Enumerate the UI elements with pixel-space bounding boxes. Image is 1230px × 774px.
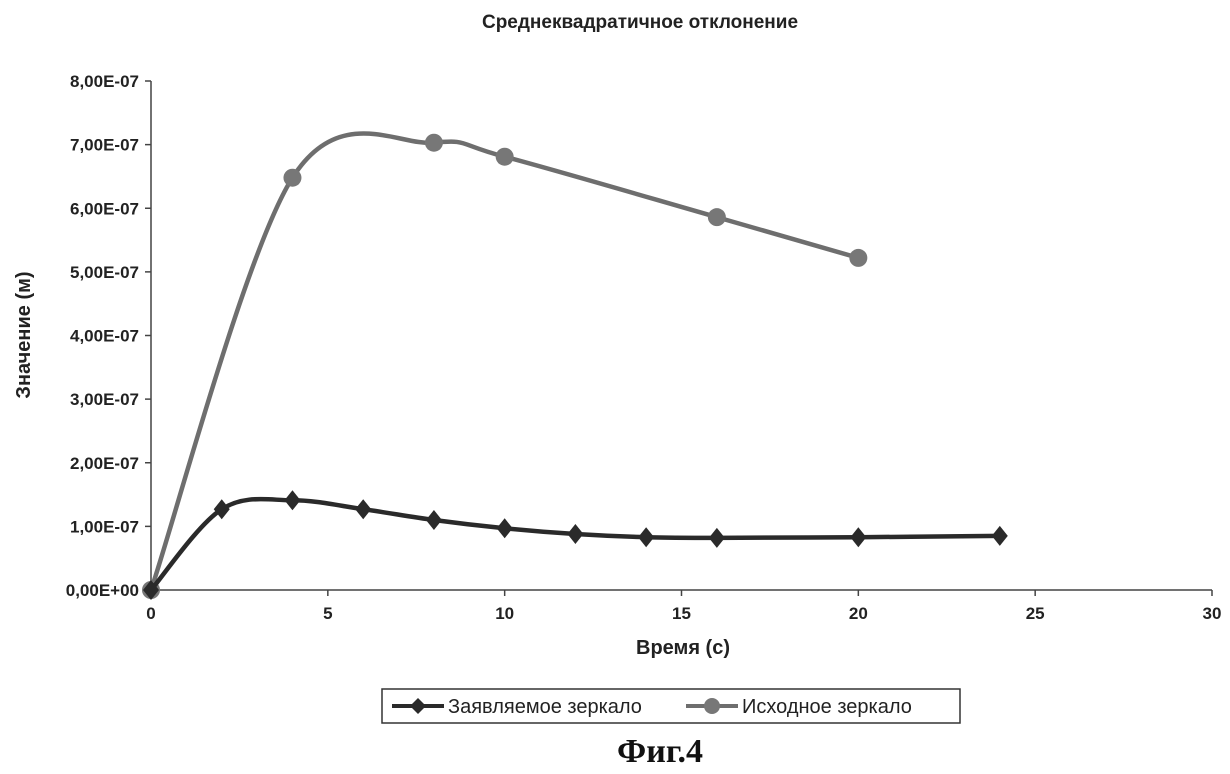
diamond-marker xyxy=(284,490,301,511)
y-tick-label: 4,00E-07 xyxy=(70,327,139,346)
series-line xyxy=(149,496,1000,592)
y-tick-label: 6,00E-07 xyxy=(70,199,139,218)
x-tick-label: 15 xyxy=(672,604,691,623)
series-1 xyxy=(143,490,1008,600)
circle-marker xyxy=(495,147,514,166)
figure-caption: Фиг.4 xyxy=(617,733,703,770)
x-tick-label: 25 xyxy=(1026,604,1045,623)
diamond-marker xyxy=(991,525,1008,546)
legend-circle-marker xyxy=(704,698,720,714)
circle-marker xyxy=(424,133,443,152)
diamond-marker xyxy=(143,580,159,600)
y-tick-label: 1,00E-07 xyxy=(70,517,139,536)
diamond-marker xyxy=(496,518,513,539)
y-axis-label: Значение (м) xyxy=(13,271,35,398)
x-tick-label: 0 xyxy=(146,604,155,623)
series-2 xyxy=(142,131,868,599)
legend-box xyxy=(381,688,961,724)
x-tick-label: 20 xyxy=(849,604,868,623)
diamond-marker xyxy=(850,527,867,548)
series-group xyxy=(142,131,1008,600)
legend-label-series-2: Исходное зеркало xyxy=(742,696,912,718)
circle-marker xyxy=(849,248,868,267)
y-tick-label: 5,00E-07 xyxy=(70,263,139,282)
y-tick-label: 3,00E-07 xyxy=(70,390,139,409)
circle-marker xyxy=(707,208,726,227)
diamond-marker xyxy=(567,524,584,545)
chart-title: Среднеквадратичное отклонение xyxy=(482,12,798,33)
y-tick-label: 7,00E-07 xyxy=(70,136,139,155)
legend-label-series-1: Заявляемое зеркало xyxy=(448,696,642,718)
diamond-marker xyxy=(638,527,655,548)
legend: Заявляемое зеркало Исходное зеркало xyxy=(381,688,961,724)
y-tick-label: 8,00E-07 xyxy=(70,72,139,91)
axes: 0,00E+00 1,00E-07 2,00E-07 3,00E-07 4,00E-07… xyxy=(66,72,1222,623)
circle-marker xyxy=(283,168,302,187)
legend-diamond-marker xyxy=(410,698,426,714)
y-tick-label: 0,00E+00 xyxy=(66,581,139,600)
x-tick-label: 30 xyxy=(1203,604,1222,623)
x-axis-label: Время (с) xyxy=(636,637,730,659)
diamond-marker xyxy=(708,527,725,548)
x-tick-label: 10 xyxy=(495,604,514,623)
diamond-marker xyxy=(425,510,442,531)
y-tick-label: 2,00E-07 xyxy=(70,454,139,473)
diamond-marker xyxy=(213,499,230,520)
x-tick-label: 5 xyxy=(323,604,332,623)
diamond-marker xyxy=(355,499,372,520)
